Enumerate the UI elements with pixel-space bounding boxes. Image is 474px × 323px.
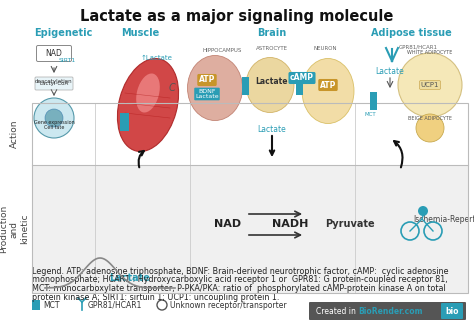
Text: Ischemia-Reperfusion: Ischemia-Reperfusion [414,214,474,224]
Text: BioRender.com: BioRender.com [358,307,422,316]
Text: bio: bio [445,307,459,316]
Text: monophosphate; HCAR1 : Hydroxycarboxylic acid receptor 1 or  GPR81: G protein-co: monophosphate; HCAR1 : Hydroxycarboxylic… [32,276,447,285]
Ellipse shape [136,73,160,112]
Text: MCT: MCT [43,300,60,309]
Text: Epigenetic: Epigenetic [34,28,92,38]
Text: deacetylation: deacetylation [35,79,73,84]
Circle shape [398,53,462,117]
FancyBboxPatch shape [309,302,466,320]
Text: cAMP: cAMP [290,74,314,82]
FancyBboxPatch shape [35,77,73,90]
Ellipse shape [246,57,294,112]
Text: ASTROCYTE: ASTROCYTE [256,46,288,50]
Text: Created in: Created in [316,307,358,316]
Text: Lactate: Lactate [256,77,288,86]
Text: protein kinase A; SIRT1: sirtuin 1; UCP1: uncoupling protein 1.: protein kinase A; SIRT1: sirtuin 1; UCP1… [32,293,279,301]
FancyBboxPatch shape [32,300,40,310]
Text: BDNF
Lactate: BDNF Lactate [195,89,219,99]
Text: WHITE ADIPOCYTE: WHITE ADIPOCYTE [407,50,453,56]
Text: Lactate: Lactate [375,67,404,76]
Text: Muscle: Muscle [121,28,159,38]
Circle shape [34,98,74,138]
FancyArrowPatch shape [394,141,402,167]
Text: Gene expression
Cell fate: Gene expression Cell fate [34,120,74,130]
Text: MCT: monocarboxylate transporter, P-PKA/PKA: ratio of  phosphorylated cAMP-prote: MCT: monocarboxylate transporter, P-PKA/… [32,284,446,293]
Text: Brain: Brain [257,28,287,38]
FancyBboxPatch shape [36,46,72,61]
Text: Lactate: Lactate [109,273,150,283]
Text: NAD: NAD [214,219,242,229]
Text: Unknown receptor/transporter: Unknown receptor/transporter [170,300,287,309]
Text: Action: Action [9,120,18,148]
Ellipse shape [188,56,243,120]
Text: NEURON: NEURON [313,46,337,50]
Text: UCP1: UCP1 [421,82,439,88]
Text: ATP: ATP [199,76,215,85]
Text: Production
and
kinetic: Production and kinetic [0,205,29,253]
Text: Lactyl-CoA: Lactyl-CoA [39,81,69,86]
Text: SIRT1: SIRT1 [58,58,76,64]
Ellipse shape [118,58,179,151]
FancyBboxPatch shape [370,92,377,110]
Text: C: C [169,83,175,93]
Circle shape [45,109,63,127]
Ellipse shape [302,58,354,123]
Circle shape [418,206,428,216]
Text: ↑Lactate: ↑Lactate [141,55,173,61]
Text: Legend. ATP: adenosine triphosphate, BDNF: Brain-derived neurotrophic factor, cA: Legend. ATP: adenosine triphosphate, BDN… [32,267,448,276]
Text: GPR81/HCAR1: GPR81/HCAR1 [88,300,142,309]
Text: NADH: NADH [272,219,308,229]
FancyArrowPatch shape [138,151,144,167]
Circle shape [416,114,444,142]
Text: Adipose tissue: Adipose tissue [371,28,451,38]
Text: BEIGE ADIPOCYTE: BEIGE ADIPOCYTE [408,116,452,120]
Text: HIPPOCAMPUS: HIPPOCAMPUS [202,48,242,54]
FancyBboxPatch shape [242,77,249,95]
Text: ATP: ATP [320,80,336,89]
Text: GPR81/HCAR1: GPR81/HCAR1 [399,45,438,49]
Text: NAD: NAD [46,49,63,58]
Text: MCT: MCT [364,111,376,117]
FancyBboxPatch shape [296,77,303,95]
Text: Lactate: Lactate [258,126,286,134]
FancyBboxPatch shape [32,165,468,293]
Text: Pyruvate: Pyruvate [325,219,375,229]
FancyBboxPatch shape [120,113,129,131]
Text: Lactate as a major signaling molecule: Lactate as a major signaling molecule [80,9,394,24]
FancyBboxPatch shape [441,303,463,319]
